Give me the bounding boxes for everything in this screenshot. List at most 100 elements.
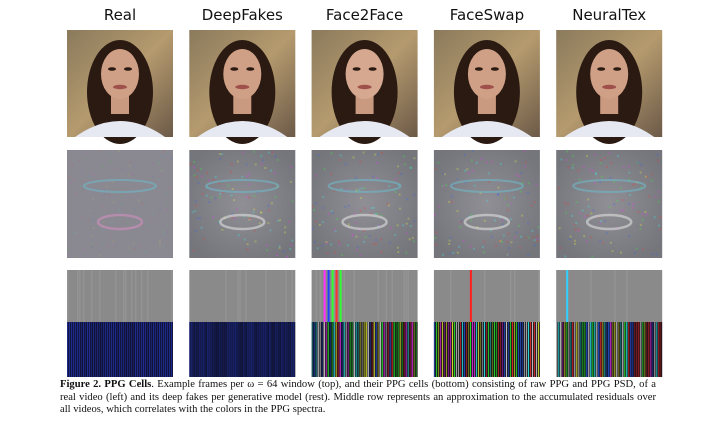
raw-stripe bbox=[377, 270, 380, 322]
shirt bbox=[564, 121, 655, 137]
eye bbox=[108, 67, 116, 71]
residual-noise bbox=[587, 198, 590, 201]
eye bbox=[613, 67, 622, 71]
psd-stripe bbox=[638, 322, 640, 377]
residual-noise bbox=[334, 230, 337, 233]
residual-noise bbox=[568, 238, 571, 241]
residual-noise bbox=[449, 252, 452, 255]
residual-noise bbox=[348, 204, 351, 207]
residual-noise bbox=[70, 164, 73, 167]
psd-stripe bbox=[487, 322, 490, 377]
psd-stripe bbox=[229, 322, 231, 377]
raw-stripe bbox=[115, 270, 117, 322]
residual-noise bbox=[110, 221, 113, 224]
residual-noise bbox=[377, 153, 380, 156]
psd-stripe bbox=[576, 322, 578, 377]
residual-noise bbox=[102, 220, 105, 223]
psd-stripe bbox=[562, 322, 564, 377]
residual-noise bbox=[531, 229, 534, 232]
residual-noise bbox=[651, 252, 654, 255]
residual-noise bbox=[514, 160, 517, 163]
raw-stripe bbox=[91, 270, 93, 322]
residual-noise bbox=[570, 214, 573, 217]
psd-stripe bbox=[369, 322, 371, 377]
residual-noise bbox=[270, 202, 273, 205]
residual-noise bbox=[557, 186, 560, 189]
psd-stripe bbox=[584, 322, 586, 377]
shirt bbox=[319, 121, 410, 137]
residual-noise bbox=[456, 177, 459, 180]
psd-stripe bbox=[79, 322, 81, 377]
residual-noise bbox=[267, 204, 270, 207]
residual-noise bbox=[195, 175, 198, 178]
psd-stripe bbox=[159, 322, 161, 377]
residual-noise bbox=[161, 155, 164, 158]
residual-noise bbox=[592, 209, 595, 212]
psd-stripe bbox=[469, 322, 472, 377]
residual-noise bbox=[248, 215, 251, 218]
residual-noise bbox=[259, 211, 262, 214]
residual-noise bbox=[253, 194, 256, 197]
psd-stripe bbox=[509, 322, 512, 377]
residual-noise bbox=[208, 179, 211, 182]
column-header: NeuralTex bbox=[572, 6, 646, 24]
residual-noise bbox=[101, 229, 104, 232]
psd-stripe bbox=[321, 322, 323, 377]
residual-noise bbox=[325, 242, 328, 245]
residual-noise bbox=[386, 202, 389, 205]
psd-stripe bbox=[415, 322, 417, 377]
residual-noise bbox=[628, 171, 631, 174]
raw-stripe bbox=[285, 270, 287, 322]
residual-noise bbox=[355, 249, 358, 252]
residual-noise bbox=[347, 223, 350, 226]
residual-noise bbox=[314, 241, 317, 244]
residual-noise bbox=[289, 180, 292, 183]
residual-noise bbox=[471, 169, 474, 172]
residual-background bbox=[189, 150, 296, 258]
psd-stripe bbox=[489, 322, 492, 377]
residual-noise bbox=[340, 187, 343, 190]
psd-stripe bbox=[612, 322, 614, 377]
column-header: Face2Face bbox=[326, 6, 403, 24]
residual-noise bbox=[611, 250, 614, 253]
psd-stripe bbox=[287, 322, 289, 377]
frame-image bbox=[311, 30, 418, 144]
psd-stripe bbox=[339, 322, 341, 377]
residual-noise bbox=[396, 224, 399, 227]
psd-stripe bbox=[205, 322, 207, 377]
residual-noise bbox=[231, 212, 234, 215]
psd-stripe bbox=[151, 322, 153, 377]
psd-stripe bbox=[656, 322, 658, 377]
residual-noise bbox=[381, 151, 384, 154]
residual-noise bbox=[79, 216, 82, 219]
psd-stripe bbox=[399, 322, 401, 377]
psd-stripe bbox=[203, 322, 205, 377]
residual-noise bbox=[200, 175, 203, 178]
psd-stripe bbox=[531, 322, 534, 377]
raw-stripe bbox=[237, 270, 239, 322]
psd-stripe bbox=[572, 322, 574, 377]
residual-noise bbox=[499, 240, 502, 243]
psd-stripe bbox=[227, 322, 229, 377]
residual-noise bbox=[464, 169, 467, 172]
psd-stripe bbox=[85, 322, 87, 377]
psd-stripe bbox=[279, 322, 281, 377]
raw-spike bbox=[323, 270, 326, 322]
residual-noise bbox=[641, 248, 644, 251]
psd-stripe bbox=[491, 322, 494, 377]
residual-noise bbox=[506, 208, 509, 211]
psd-stripe bbox=[225, 322, 227, 377]
psd-stripe bbox=[217, 322, 219, 377]
residual-noise bbox=[590, 212, 593, 215]
psd-stripe bbox=[580, 322, 582, 377]
psd-stripe bbox=[77, 322, 79, 377]
psd-stripe bbox=[586, 322, 588, 377]
residual-noise bbox=[495, 244, 498, 247]
psd-stripe bbox=[461, 322, 464, 377]
mouth bbox=[235, 84, 250, 90]
psd-stripe bbox=[119, 322, 121, 377]
residual-noise bbox=[260, 154, 263, 157]
residual-noise bbox=[355, 176, 358, 179]
residual-noise bbox=[314, 202, 317, 205]
residual-noise bbox=[158, 244, 161, 247]
